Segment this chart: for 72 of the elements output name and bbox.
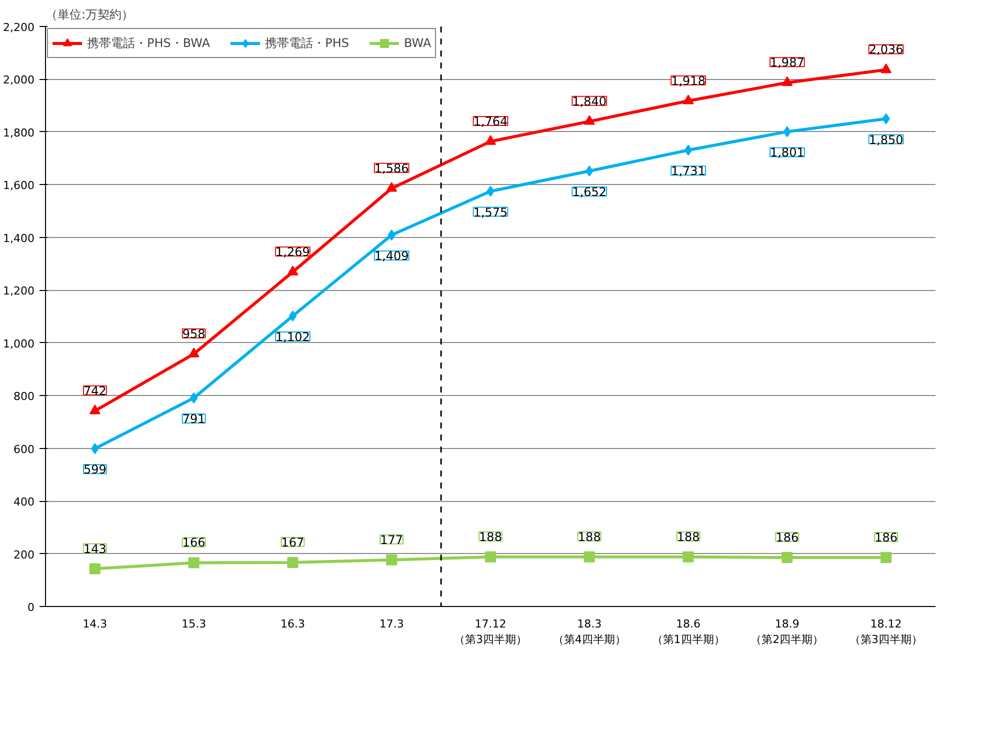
data-label: 1,850 — [868, 132, 904, 147]
point — [89, 563, 100, 574]
legend-label: 携帯電話・PHS — [265, 34, 349, 52]
data-label: 1,801 — [770, 146, 804, 160]
point — [684, 144, 692, 156]
y-tick-label: 200 — [14, 548, 35, 562]
data-label: 791 — [182, 412, 206, 426]
data-label: 188 — [676, 530, 700, 544]
x-tick-label: 17.3 — [379, 618, 404, 630]
x-tick-label: 17.12 （第3四半期） — [454, 618, 527, 646]
data-label: 742 — [83, 384, 106, 398]
point — [287, 266, 298, 276]
data-label: 958 — [182, 326, 206, 341]
point — [188, 348, 200, 358]
x-tick-label: 15.3 — [182, 618, 206, 630]
x-tick-label: 18.9 （第2四半期） — [750, 618, 824, 646]
data-label: 1,575 — [473, 205, 508, 220]
point — [89, 404, 100, 414]
point — [287, 556, 298, 568]
data-label: 599 — [83, 462, 106, 477]
x-tick-label: 18.3 （第4四半期） — [552, 618, 626, 646]
data-label: 1,840 — [572, 94, 607, 108]
y-tick-label: 800 — [14, 390, 35, 404]
data-label: 188 — [479, 530, 502, 544]
y-tick-label: 0 — [28, 601, 34, 614]
x-tick-label: 16.3 — [280, 618, 305, 630]
data-label: 1,918 — [671, 74, 706, 88]
point — [485, 551, 496, 562]
point — [880, 552, 892, 563]
data-label: 1,269 — [276, 244, 310, 259]
data-label: 186 — [776, 530, 799, 544]
point — [782, 76, 793, 86]
text: （単位:万契約） — [46, 8, 134, 22]
data-label: 1,102 — [276, 330, 310, 344]
y-tick-label: 1,400 — [3, 232, 35, 245]
point — [782, 552, 793, 563]
point — [386, 554, 398, 566]
data-label: 1,652 — [572, 184, 607, 199]
point — [682, 94, 694, 104]
y-tick-label: 600 — [14, 442, 35, 456]
data-label: 1,764 — [473, 114, 508, 128]
x-tick-label: 18.6 （第1四半期） — [652, 618, 725, 646]
x-tick-label: 18.12 （第3四半期） — [850, 618, 923, 646]
data-label: 188 — [578, 530, 601, 544]
point — [584, 551, 595, 562]
data-label: 1,409 — [374, 249, 409, 264]
y-tick-label: 2,000 — [3, 74, 35, 87]
data-label: 167 — [281, 535, 304, 550]
data-label: 1,586 — [374, 161, 409, 176]
y-tick-label: 1,000 — [3, 337, 35, 350]
point — [485, 135, 496, 145]
point — [880, 63, 892, 74]
legend-label: 携帯電話・PHS・BWA — [87, 34, 210, 52]
data-label: 143 — [83, 542, 106, 556]
point — [288, 310, 297, 322]
y-tick-label: 400 — [14, 496, 35, 509]
legend-label: BWA — [404, 36, 432, 50]
data-label: 166 — [182, 536, 206, 550]
data-label: 186 — [874, 530, 898, 544]
y-tick-label: 1,600 — [3, 179, 35, 192]
data-label: 1,731 — [671, 164, 706, 178]
data-label: 1,987 — [770, 56, 804, 70]
data-label: 2,036 — [868, 42, 904, 57]
data-label: 177 — [380, 532, 404, 547]
point — [584, 115, 595, 125]
y-tick-label: 1,800 — [3, 126, 35, 140]
y-tick-label: 2,200 — [3, 21, 35, 34]
point — [386, 182, 398, 192]
y-tick-label: 1,200 — [3, 284, 35, 298]
point — [188, 557, 200, 568]
x-tick-label: 14.3 — [82, 618, 108, 630]
point — [682, 551, 694, 562]
